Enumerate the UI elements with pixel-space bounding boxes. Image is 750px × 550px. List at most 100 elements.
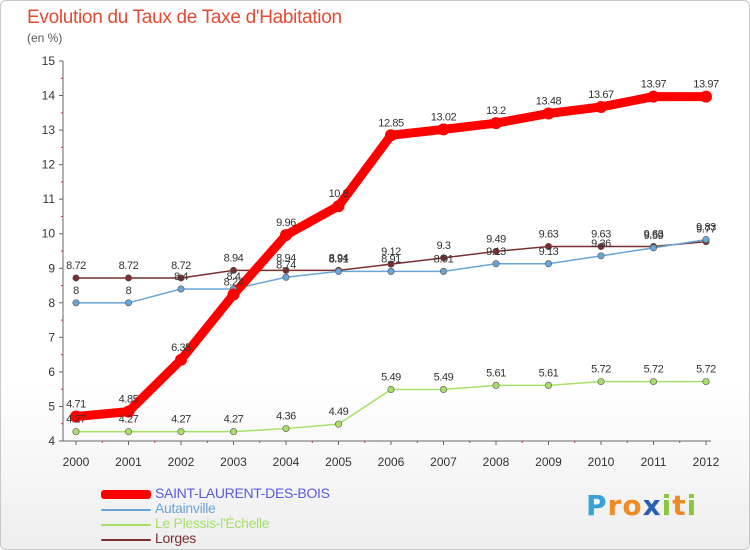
- data-label: 5.72: [696, 364, 716, 376]
- unit-label: (en %): [27, 31, 63, 45]
- logo-letter: x: [642, 489, 662, 522]
- data-point: [597, 378, 605, 386]
- chart-title: Evolution du Taux de Taxe d'Habitation: [27, 7, 342, 28]
- legend-swatch: [101, 509, 151, 511]
- data-point: [700, 90, 712, 103]
- data-point: [282, 266, 290, 274]
- data-label: 12.85: [378, 117, 404, 129]
- data-label: 9.63: [644, 229, 664, 241]
- data-label: 5.72: [644, 364, 664, 376]
- data-label: 8.91: [329, 253, 349, 265]
- data-label: 6.35: [171, 342, 191, 354]
- data-point: [72, 274, 80, 282]
- data-point: [437, 123, 450, 136]
- legend-label: Autainville: [155, 500, 216, 516]
- data-label: 9.12: [381, 246, 401, 258]
- data-point: [544, 243, 552, 251]
- y-tick-label: 13: [42, 123, 56, 137]
- data-label: 8.94: [224, 252, 244, 264]
- series-points: [70, 90, 712, 436]
- x-tick-label: 2000: [63, 455, 90, 469]
- y-tick-label: 14: [42, 89, 56, 103]
- data-point: [595, 100, 607, 113]
- data-point: [125, 274, 133, 282]
- data-point: [439, 267, 447, 275]
- x-tick-label: 2012: [693, 455, 720, 469]
- data-point: [439, 386, 447, 394]
- logo-letter: r: [607, 489, 623, 522]
- axes: 4 5 6 7 8 9 10 11 12 13 14 15 2000 2001 2002 2003 2004 20…: [42, 54, 720, 469]
- data-label: 5.72: [591, 364, 611, 376]
- logo-letter: i: [686, 489, 698, 522]
- data-label: 9.3: [436, 240, 450, 252]
- y-tick-label: 5: [48, 399, 55, 413]
- data-label: 9.13: [539, 246, 559, 258]
- data-point: [387, 386, 395, 394]
- data-label: 9.63: [539, 229, 559, 241]
- data-point: [177, 428, 185, 436]
- data-label: 8.91: [381, 253, 401, 265]
- data-labels: 4.71 4.85 6.35 8.24 9.96 10.8 12.85 13.02 13.2 13…: [66, 79, 719, 426]
- x-tick-label: 2003: [220, 455, 247, 469]
- data-point: [649, 244, 657, 252]
- data-point: [282, 273, 290, 281]
- data-point: [649, 378, 657, 386]
- data-point: [542, 107, 555, 120]
- data-label: 13.97: [693, 79, 719, 91]
- legend-swatch: [101, 490, 151, 499]
- data-point: [647, 90, 660, 103]
- legend-label: SAINT-LAURENT-DES-BOIS: [155, 485, 330, 501]
- data-label: 8.4: [226, 271, 240, 283]
- y-tick-label: 7: [48, 330, 55, 344]
- data-point: [230, 266, 238, 274]
- y-tick-label: 15: [42, 54, 56, 68]
- x-tick-label: 2011: [641, 455, 667, 469]
- data-label: 4.71: [66, 398, 86, 410]
- data-label: 13.67: [588, 89, 614, 101]
- x-tick-label: 2010: [588, 455, 615, 469]
- legend-swatch: [101, 539, 151, 541]
- data-point: [492, 247, 500, 255]
- data-label: 8.4: [174, 271, 188, 283]
- data-point: [385, 129, 397, 142]
- data-point: [544, 260, 552, 268]
- data-point: [492, 260, 500, 268]
- data-point: [702, 236, 710, 244]
- data-label: 4.27: [224, 414, 244, 426]
- x-tick-label: 2006: [378, 455, 405, 469]
- data-point: [125, 299, 133, 307]
- data-label: 9.77: [696, 224, 716, 236]
- data-label: 13.48: [536, 96, 562, 108]
- y-tick-label: 8: [48, 296, 55, 310]
- data-label: 4.36: [276, 411, 296, 423]
- data-label: 9.13: [486, 246, 506, 258]
- x-tick-label: 2002: [168, 455, 195, 469]
- data-label: 9.49: [486, 233, 506, 245]
- data-label: 9.36: [591, 238, 611, 250]
- data-point: [230, 428, 238, 436]
- legend-swatch: [101, 524, 151, 526]
- data-label: 9.63: [591, 229, 611, 241]
- data-point: [72, 428, 80, 436]
- logo-letter: P: [586, 489, 608, 522]
- x-tick-label: 2008: [483, 455, 510, 469]
- data-label: 8.72: [66, 260, 86, 272]
- data-point: [597, 243, 605, 251]
- data-label: 8.94: [276, 252, 296, 264]
- data-point: [177, 285, 185, 293]
- data-label: 5.49: [434, 372, 454, 384]
- x-tick-label: 2007: [430, 455, 457, 469]
- data-label: 8.74: [276, 259, 296, 271]
- logo-letter: i: [661, 489, 673, 522]
- data-label: 8: [126, 285, 132, 297]
- data-point: [70, 410, 82, 423]
- logo-letter: o: [622, 489, 643, 522]
- logo-letter: t: [672, 489, 687, 522]
- data-label: 5.61: [539, 367, 559, 379]
- data-label: 8.72: [171, 260, 191, 272]
- data-point: [702, 378, 710, 386]
- data-point: [122, 405, 135, 418]
- y-tick-label: 12: [42, 158, 56, 172]
